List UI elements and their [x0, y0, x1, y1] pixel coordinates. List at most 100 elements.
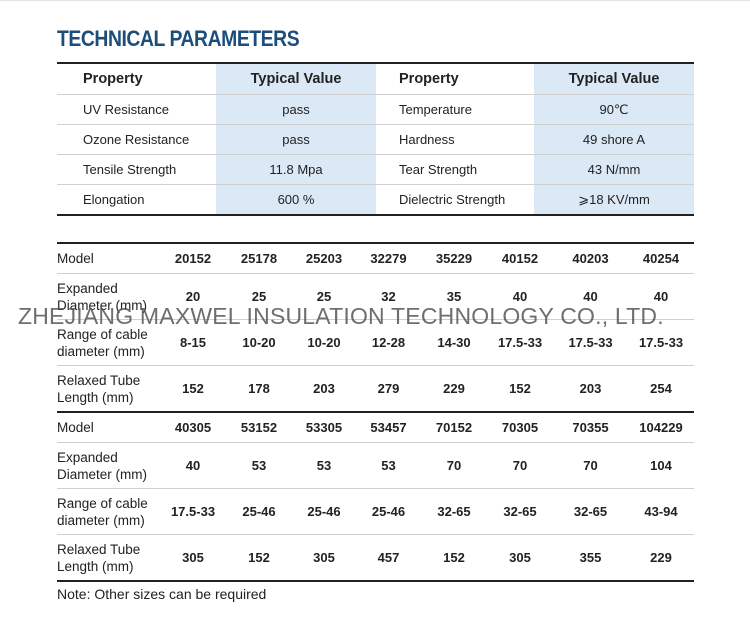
model-number: 53457: [356, 412, 421, 443]
property-value: ⩾18 KV/mm: [534, 184, 694, 216]
spec-value: 152: [226, 534, 292, 582]
spec-value: 25-46: [226, 488, 292, 535]
spec-value: 152: [487, 365, 553, 413]
spec-value: 279: [356, 365, 421, 413]
spec-label-line: Expanded: [57, 449, 118, 465]
spec-value: 14-30: [421, 319, 487, 366]
spec-value: 178: [226, 365, 292, 413]
spec-label: Expanded Diameter (mm): [57, 442, 160, 489]
property-value: 43 N/mm: [534, 154, 694, 185]
spec-value: 8-15: [160, 319, 226, 366]
property-name: Temperature: [376, 94, 534, 125]
spec-label: Relaxed Tube Length (mm): [57, 365, 160, 413]
spec-value: 17.5-33: [628, 319, 694, 366]
spec-value: 25-46: [356, 488, 421, 535]
spec-value: 203: [292, 365, 356, 413]
spec-value: 104: [628, 442, 694, 489]
spec-label-line: Length (mm): [57, 558, 134, 574]
spec-label: Relaxed Tube Length (mm): [57, 534, 160, 582]
property-name: Dielectric Strength: [376, 184, 534, 216]
property-name: UV Resistance: [57, 94, 216, 125]
property-value: pass: [216, 124, 376, 155]
spec-value: 32-65: [421, 488, 487, 535]
spec-label-line: diameter (mm): [57, 512, 145, 528]
spec-value: 305: [292, 534, 356, 582]
header-property: Property: [376, 62, 534, 95]
spec-value: 70: [553, 442, 628, 489]
spec-value: 40: [487, 273, 553, 320]
property-name: Hardness: [376, 124, 534, 155]
spec-label-line: Length (mm): [57, 389, 134, 405]
property-name: Elongation: [57, 184, 216, 216]
spec-label-line: diameter (mm): [57, 343, 145, 359]
spec-value: 10-20: [292, 319, 356, 366]
spec-value: 43-94: [628, 488, 694, 535]
model-number: 32279: [356, 242, 421, 274]
spec-value: 17.5-33: [160, 488, 226, 535]
spec-label: Range of cable diameter (mm): [57, 319, 160, 366]
spec-value: 457: [356, 534, 421, 582]
spec-value: 229: [628, 534, 694, 582]
spec-row: Expanded Diameter (mm) 20 25 25 32 35 40 40 40: [57, 273, 694, 320]
header-typical-value: Typical Value: [534, 62, 694, 95]
model-number: 70305: [487, 412, 553, 443]
spec-value: 355: [553, 534, 628, 582]
spec-value: 203: [553, 365, 628, 413]
model-label: Model: [57, 412, 160, 443]
spec-value: 229: [421, 365, 487, 413]
spec-value: 254: [628, 365, 694, 413]
spec-value: 25: [292, 273, 356, 320]
spec-row: Expanded Diameter (mm) 40 53 53 53 70 70 70 104: [57, 442, 694, 489]
property-name: Tensile Strength: [57, 154, 216, 185]
parameter-row: UV Resistance pass Temperature 90℃: [57, 94, 694, 125]
spec-value: 17.5-33: [487, 319, 553, 366]
property-value: 90℃: [534, 94, 694, 125]
spec-value: 40: [160, 442, 226, 489]
property-value: 600 %: [216, 184, 376, 216]
model-number: 70355: [553, 412, 628, 443]
top-border-line: [0, 0, 750, 1]
spec-value: 20: [160, 273, 226, 320]
spec-value: 35: [421, 273, 487, 320]
company-watermark: ZHEJIANG MAXWEL INSULATION TECHNOLOGY CO…: [18, 303, 664, 329]
spec-label-line: Diameter (mm): [57, 466, 147, 482]
spec-label-line: Range of cable: [57, 495, 148, 511]
spec-value: 25: [226, 273, 292, 320]
property-value: 11.8 Mpa: [216, 154, 376, 185]
model-number: 40305: [160, 412, 226, 443]
spec-value: 12-28: [356, 319, 421, 366]
property-value: 49 shore A: [534, 124, 694, 155]
model-number: 25178: [226, 242, 292, 274]
spec-label: Expanded Diameter (mm): [57, 273, 160, 320]
spec-label-line: Relaxed Tube: [57, 541, 141, 557]
spec-label: Range of cable diameter (mm): [57, 488, 160, 535]
spec-label-line: Diameter (mm): [57, 297, 147, 313]
model-number: 35229: [421, 242, 487, 274]
spec-value: 152: [421, 534, 487, 582]
model-number: 70152: [421, 412, 487, 443]
models-table: Model 20152 25178 25203 32279 35229 40152 40203…: [57, 242, 694, 582]
footnote: Note: Other sizes can be required: [57, 586, 267, 602]
spec-value: 70: [421, 442, 487, 489]
model-number: 53305: [292, 412, 356, 443]
header-property: Property: [57, 62, 216, 95]
property-name: Ozone Resistance: [57, 124, 216, 155]
spec-value: 53: [292, 442, 356, 489]
spec-value: 53: [226, 442, 292, 489]
spec-row: Range of cable diameter (mm) 8-15 10-20 10-2…: [57, 319, 694, 366]
spec-label-line: Relaxed Tube: [57, 372, 141, 388]
spec-value: 70: [487, 442, 553, 489]
spec-value: 25-46: [292, 488, 356, 535]
spec-value: 17.5-33: [553, 319, 628, 366]
property-name: Tear Strength: [376, 154, 534, 185]
header-typical-value: Typical Value: [216, 62, 376, 95]
spec-value: 10-20: [226, 319, 292, 366]
model-header-row: Model 20152 25178 25203 32279 35229 40152 40203…: [57, 242, 694, 274]
spec-row: Relaxed Tube Length (mm) 152 178 203 279 229 15…: [57, 365, 694, 413]
spec-value: 32: [356, 273, 421, 320]
spec-value: 40: [553, 273, 628, 320]
model-number: 53152: [226, 412, 292, 443]
spec-label-line: Range of cable: [57, 326, 148, 342]
page-title: TECHNICAL PARAMETERS: [57, 26, 300, 51]
model-number: 104229: [628, 412, 694, 443]
